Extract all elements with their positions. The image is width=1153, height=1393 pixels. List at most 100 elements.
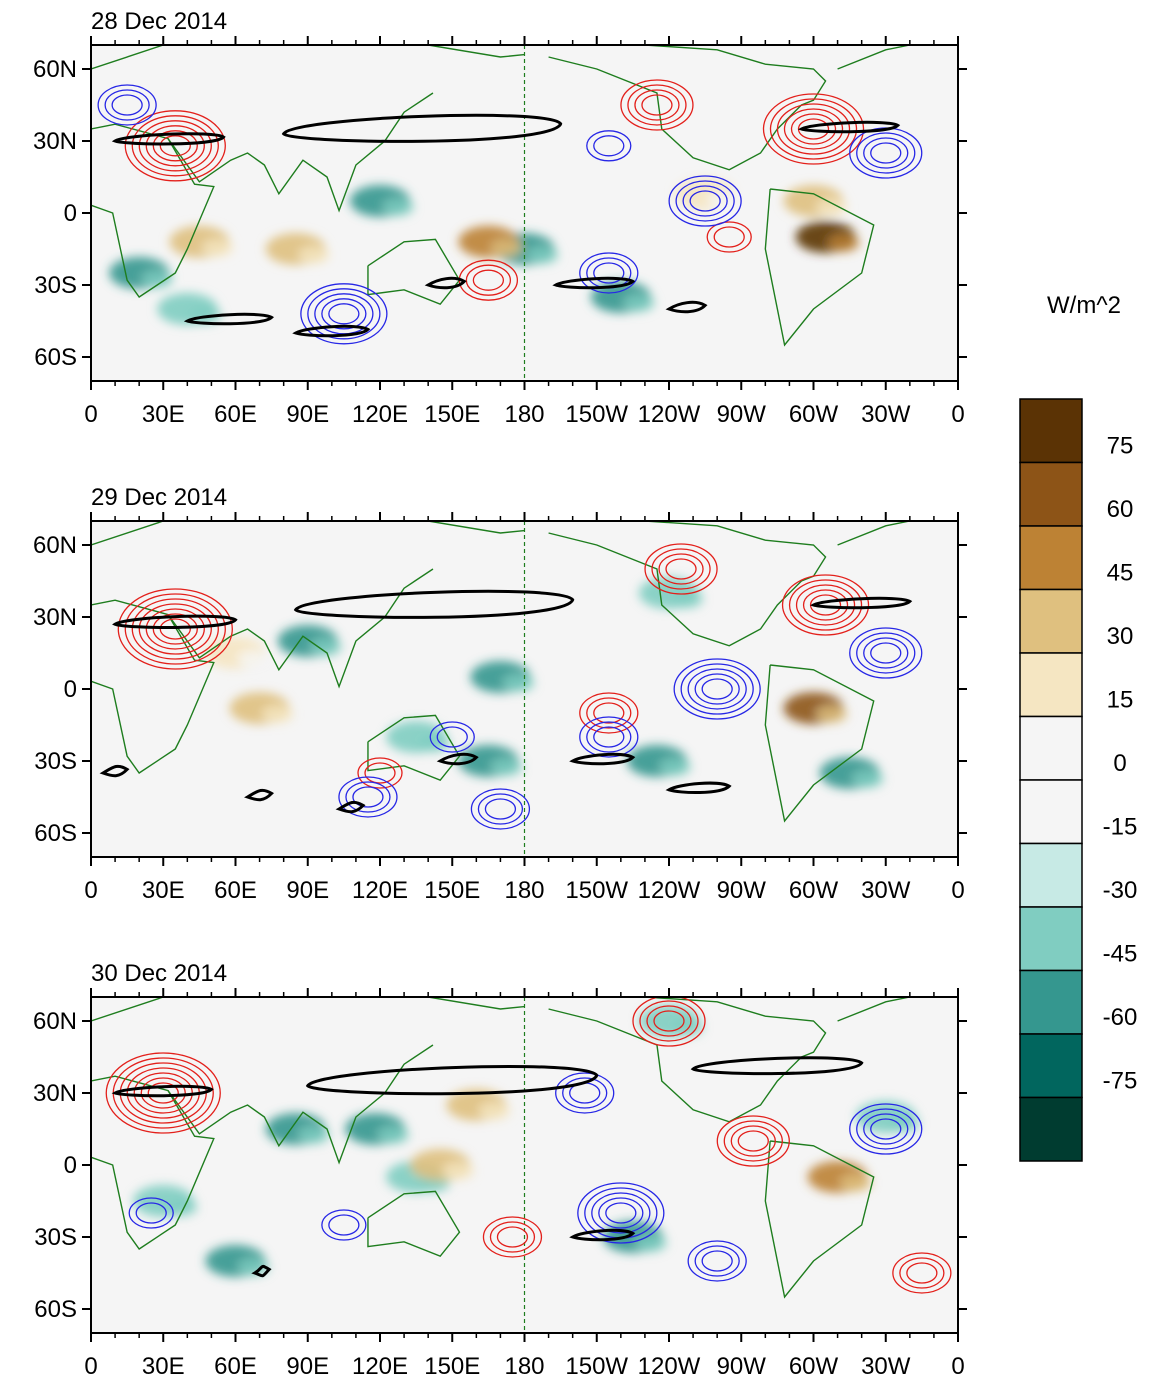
negative-contour [484,798,517,820]
negative-contour [673,658,761,720]
positive-contour [152,130,198,162]
negative-contour [856,132,916,174]
thick-outline-contour [292,324,371,338]
y-tick-label: 60N [33,56,77,83]
positive-contour [639,1000,699,1042]
y-tick-label: 0 [64,676,77,703]
negative-contour [135,1202,167,1224]
thick-outline-contour [569,1228,636,1242]
anomaly-fringe [141,270,174,288]
x-tick-label: 90E [286,1353,329,1380]
anomaly-fringe [442,1162,475,1180]
positive-contour [723,1120,783,1162]
coastline [91,521,525,546]
positive-contour [769,98,858,160]
positive-contour [482,1216,543,1258]
y-tick-label: 30N [33,604,77,631]
thick-outline-contour [690,1056,864,1076]
anomaly-fringe [526,246,559,264]
anomaly-fringe [671,1018,703,1036]
x-tick-label: 0 [951,401,964,428]
colorbar-swatch [1019,652,1083,718]
colorbar-swatch [1019,1096,1083,1162]
colorbar: 75 60 45 30 15 0 -15 -30 -45 -60 -75 W/m^2 [1019,292,1138,1162]
positive-contour [665,558,697,580]
negative-contour [104,89,150,121]
thick-outline-contour [305,1065,599,1096]
y-tick-label: 60S [34,1296,77,1323]
negative-contour [694,1245,740,1277]
negative-contour [111,94,143,116]
negative-contour [593,726,625,748]
x-tick-label: 30W [861,1353,911,1380]
positive-contour [899,1257,945,1289]
colorbar-label: -30 [1103,877,1138,904]
colorbar-swatch [1019,715,1083,781]
negative-contour [128,1197,174,1229]
colorbar-label: 75 [1107,433,1134,460]
positive-contour [364,762,396,784]
y-tick-label: 60S [34,820,77,847]
thick-outline-contour [112,614,238,629]
negative-contour [680,663,754,715]
positive-contour [586,697,632,729]
negative-contour [593,135,625,157]
colorbar-label: 15 [1107,687,1134,714]
negative-contour [870,142,902,164]
negative-contour [605,1202,637,1224]
positive-contour [124,593,226,665]
negative-contour [429,721,475,753]
negative-contour [849,627,923,679]
anomaly-fringe [851,770,884,788]
coastline [91,997,525,1022]
positive-contour [496,1226,529,1248]
colorbar-swatch [1019,1033,1083,1099]
x-tick-label: 180 [504,877,544,904]
negative-contour [328,1214,360,1236]
negative-contour [863,637,909,669]
x-tick-label: 90W [717,1353,767,1380]
units-label: W/m^2 [1047,292,1121,319]
x-tick-label: 90E [286,877,329,904]
anomaly-fringe [237,1258,270,1276]
positive-contour [646,1005,692,1037]
y-tick-label: 60N [33,532,77,559]
map-panel-2: 29 Dec 2014 0 30E 60E 90E 120E 150E 180 150W 120W… [33,484,967,904]
colorbar-label: 45 [1107,560,1134,587]
y-tick-label: 30N [33,128,77,155]
negative-contour [687,668,747,710]
positive-contour [713,226,745,248]
negative-contour [352,786,384,808]
coastline [837,521,910,546]
x-tick-label: 150W [565,401,628,428]
anomaly-fringe [309,638,342,656]
negative-contour [321,298,367,330]
positive-contour [632,997,706,1047]
anomaly-fringe [237,650,270,668]
x-tick-label: 60W [789,401,839,428]
colorbar-label: -45 [1103,941,1138,968]
x-tick-label: 60E [214,877,257,904]
thick-outline-contour [809,596,913,610]
thick-outline-contour [293,589,575,619]
x-tick-label: 0 [951,877,964,904]
y-tick-label: 60S [34,344,77,371]
x-tick-label: 120W [638,877,701,904]
x-tick-label: 30E [142,877,185,904]
x-tick-label: 150E [424,877,480,904]
x-tick-label: 120E [352,1353,408,1380]
x-tick-label: 120W [638,401,701,428]
negative-contour [849,1103,923,1155]
anomaly-fringe [815,705,848,724]
panel-title: 28 Dec 2014 [91,8,227,35]
negative-contour [694,673,740,705]
negative-contour [863,137,909,169]
positive-contour [140,1077,186,1109]
negative-contour [870,1118,902,1140]
x-tick-label: 120W [638,1353,701,1380]
anomaly-fringe [839,1174,872,1192]
positive-contour [152,613,198,645]
negative-contour [689,190,721,212]
anomaly-fringe [658,758,691,776]
colorbar-label: -60 [1103,1004,1138,1031]
